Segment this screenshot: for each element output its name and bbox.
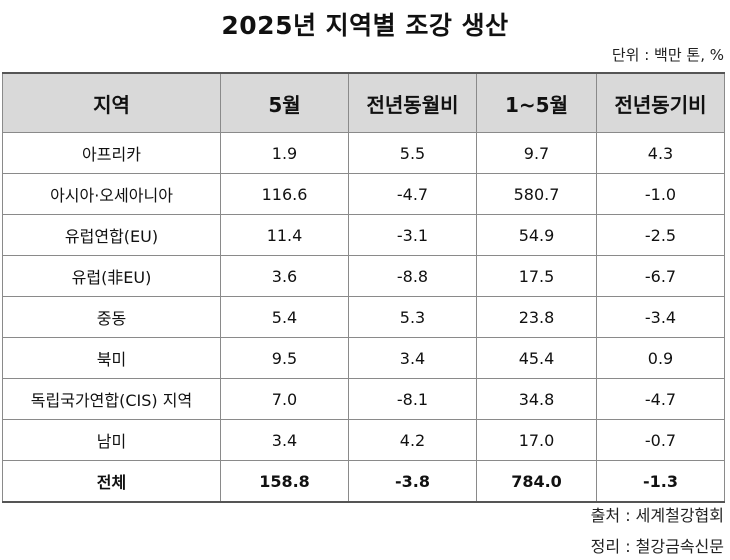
total-label-cell: 전체 [2, 460, 221, 503]
table-row: 아프리카 1.9 5.5 9.7 4.3 [2, 132, 725, 174]
table-row: 독립국가연합(CIS) 지역 7.0 -8.1 34.8 -4.7 [2, 378, 725, 420]
jan-may-cell: 9.7 [476, 132, 597, 174]
region-cell: 중동 [2, 296, 221, 338]
table-row: 유럽연합(EU) 11.4 -3.1 54.9 -2.5 [2, 214, 725, 256]
header-jan-may: 1~5월 [476, 72, 597, 133]
table-row: 남미 3.4 4.2 17.0 -0.7 [2, 419, 725, 461]
jan-may-cell: 45.4 [476, 337, 597, 379]
region-cell: 유럽연합(EU) [2, 214, 221, 256]
page-title: 2025년 지역별 조강 생산 [221, 11, 509, 40]
header-may: 5월 [220, 72, 349, 133]
region-cell: 남미 [2, 419, 221, 461]
yoy-month-cell: 3.4 [348, 337, 477, 379]
jan-may-cell: 23.8 [476, 296, 597, 338]
total-jan-may-cell: 784.0 [476, 460, 597, 503]
jan-may-cell: 34.8 [476, 378, 597, 420]
region-cell: 독립국가연합(CIS) 지역 [2, 378, 221, 420]
yoy-period-cell: -6.7 [596, 255, 725, 297]
table-header-row: 지역 5월 전년동월비 1~5월 전년동기비 [2, 72, 725, 133]
total-row: 전체 158.8 -3.8 784.0 -1.3 [2, 460, 725, 503]
header-yoy-month: 전년동월비 [348, 72, 477, 133]
yoy-period-cell: -4.7 [596, 378, 725, 420]
may-cell: 116.6 [220, 173, 349, 215]
table-row: 유럽(非EU) 3.6 -8.8 17.5 -6.7 [2, 255, 725, 297]
total-may-cell: 158.8 [220, 460, 349, 503]
yoy-month-cell: 4.2 [348, 419, 477, 461]
yoy-month-cell: -8.8 [348, 255, 477, 297]
may-cell: 7.0 [220, 378, 349, 420]
yoy-period-cell: 4.3 [596, 132, 725, 174]
may-cell: 3.6 [220, 255, 349, 297]
table-row: 아시아·오세아니아 116.6 -4.7 580.7 -1.0 [2, 173, 725, 215]
yoy-period-cell: 0.9 [596, 337, 725, 379]
unit-label: 단위 : 백만 톤, % [611, 46, 724, 64]
table-row: 중동 5.4 5.3 23.8 -3.4 [2, 296, 725, 338]
yoy-period-cell: -2.5 [596, 214, 725, 256]
may-cell: 11.4 [220, 214, 349, 256]
region-cell: 아시아·오세아니아 [2, 173, 221, 215]
yoy-month-cell: -4.7 [348, 173, 477, 215]
region-cell: 유럽(非EU) [2, 255, 221, 297]
may-cell: 9.5 [220, 337, 349, 379]
yoy-period-cell: -3.4 [596, 296, 725, 338]
region-cell: 아프리카 [2, 132, 221, 174]
yoy-month-cell: -8.1 [348, 378, 477, 420]
total-yoy-period-cell: -1.3 [596, 460, 725, 503]
jan-may-cell: 17.0 [476, 419, 597, 461]
may-cell: 3.4 [220, 419, 349, 461]
yoy-period-cell: -1.0 [596, 173, 725, 215]
region-cell: 북미 [2, 337, 221, 379]
header-region: 지역 [2, 72, 221, 133]
editor-note: 정리 : 철강금속신문 [590, 537, 724, 556]
total-yoy-month-cell: -3.8 [348, 460, 477, 503]
source-note: 출처 : 세계철강협회 [590, 506, 724, 525]
yoy-month-cell: 5.5 [348, 132, 477, 174]
yoy-month-cell: 5.3 [348, 296, 477, 338]
jan-may-cell: 580.7 [476, 173, 597, 215]
may-cell: 1.9 [220, 132, 349, 174]
may-cell: 5.4 [220, 296, 349, 338]
yoy-month-cell: -3.1 [348, 214, 477, 256]
yoy-period-cell: -0.7 [596, 419, 725, 461]
jan-may-cell: 17.5 [476, 255, 597, 297]
header-yoy-period: 전년동기비 [596, 72, 725, 133]
jan-may-cell: 54.9 [476, 214, 597, 256]
table-row: 북미 9.5 3.4 45.4 0.9 [2, 337, 725, 379]
steel-production-table: 지역 5월 전년동월비 1~5월 전년동기비 아프리카 1.9 5.5 9.7 … [2, 72, 725, 503]
